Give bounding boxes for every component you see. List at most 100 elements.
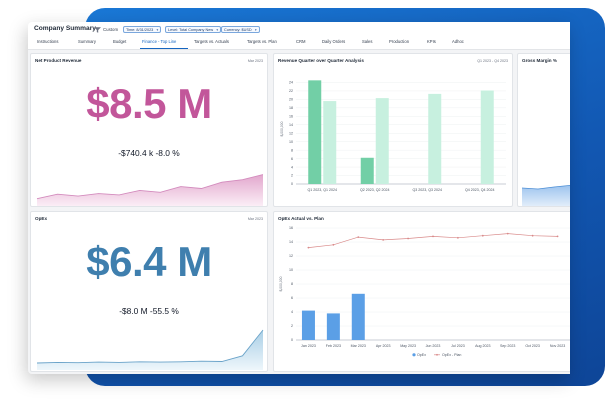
y-tick-label: 16 [289,115,293,119]
opex-plan-card: OpEx Actual vs. Plan 0 2 4 6 8 10 12 14 16 $,000,… [273,211,570,372]
x-tick-label: Feb 2023 [326,344,341,348]
y-tick-label: 2 [291,174,293,178]
plan-point [307,246,310,249]
tab-finance-top-line[interactable]: Finance - Top Line [142,39,177,44]
opex-value: $6.4 M [86,238,212,285]
y-tick-label: 18 [289,106,293,110]
x-tick-label: Aug 2023 [475,344,490,348]
revenue-card-title: Net Product Revenue [35,58,82,63]
bar [480,90,494,184]
bar [301,310,315,340]
filter-icon[interactable] [94,27,101,33]
time-filter[interactable]: Time: 8/31/2023 ▾ [123,25,162,33]
plan-point [432,235,434,238]
currency-filter[interactable]: Currency: $USD ▾ [221,25,260,33]
plan-point [531,234,534,237]
y-tick-label: 10 [289,140,293,144]
x-tick-label: Jul 2023 [451,344,465,348]
y-axis-label: $,000,000 [280,121,284,136]
level-filter[interactable]: Level: Total Company New ▾ [165,25,222,33]
y-tick-label: 2 [291,324,293,328]
y-tick-label: 12 [289,254,293,258]
tab-daily-orders[interactable]: Daily Orders [322,39,346,44]
opex-card: OpEx Mar 2023 $6.4 M -$8.0 M -55.5 % [30,211,268,372]
opex-card-title: OpEx [35,216,47,221]
y-tick-label: 14 [289,123,293,127]
x-tick-label: Mar 2023 [351,344,366,348]
y-tick-label: 22 [289,89,293,93]
tab-targets-vs-actuals[interactable]: Targets vs. Actuals [194,39,229,44]
gross-margin-card: Gross Margin % [517,53,570,207]
x-tick-label: Q4 2023, Q4 2024 [465,188,495,192]
legend-marker-plan [436,353,438,356]
tab-sales[interactable]: Sales [362,39,373,44]
qoq-card: Revenue Quarter over Quarter Analysis Q1… [273,53,513,207]
x-tick-label: Q1 2023, Q1 2024 [307,188,337,192]
currency-filter-label: Currency: $USD [224,27,252,32]
x-tick-label: May 2023 [400,344,416,348]
tab-adhoc[interactable]: Adhoc [452,39,464,44]
bar [351,293,365,340]
x-tick-label: Oct 2023 [525,344,540,348]
plan-point [457,236,459,239]
y-tick-label: 4 [291,310,293,314]
gross-margin-sparkline [521,184,570,206]
tab-kpis[interactable]: KPIs [427,39,436,44]
y-tick-label: 20 [289,98,293,102]
tab-production[interactable]: Production [389,39,410,44]
revenue-delta: -$740.4 k -8.0 % [118,148,180,158]
y-tick-label: 4 [291,165,293,169]
header: Company Summary Custom Time: 8/31/2023 ▾ … [28,22,570,50]
revenue-card: Net Product Revenue Mar 2023 $8.5 M -$74… [30,53,268,207]
bar [375,98,389,184]
x-tick-label: Q3 2023, Q3 2024 [412,188,442,192]
y-tick-label: 8 [291,282,293,286]
tab-summary[interactable]: Summary [78,39,96,44]
qoq-card-title: Revenue Quarter over Quarter Analysis [278,58,364,63]
bar [323,101,337,184]
x-tick-label: Q2 2023, Q2 2024 [360,188,390,192]
app-window: Company Summary Custom Time: 8/31/2023 ▾ … [28,22,570,374]
sparkline-area [37,330,263,370]
plan-point [506,232,509,235]
opex-plan-card-title: OpEx Actual vs. Plan [278,216,324,221]
plan-point [481,234,484,237]
opex-delta: -$8.0 M -55.5 % [119,306,179,316]
sparkline-line [36,329,264,364]
x-tick-label: Apr 2023 [376,344,391,348]
sparkline-area [37,174,263,206]
revenue-card-date: Mar 2023 [247,58,263,63]
tab-crm[interactable]: CRM [296,39,306,44]
filter-label[interactable]: Custom [103,27,119,32]
tab-instructions[interactable]: Instructions [37,39,59,44]
y-tick-label: 10 [289,268,293,272]
y-tick-label: 0 [291,182,293,186]
level-filter-label: Level: Total Company New [168,27,214,32]
legend-label-plan: OpEx - Plan [442,353,461,357]
x-tick-label: Nov 2023 [550,344,565,348]
x-tick-label: Jun 2023 [426,344,441,348]
plan-point [357,236,360,238]
legend-swatch-opex [412,353,416,357]
bar [326,313,340,340]
plan-point [382,239,385,241]
chevron-down-icon: ▾ [254,27,257,32]
x-tick-label: Sep 2023 [500,344,515,348]
y-axis-label: $,000,000 [279,276,283,291]
y-tick-label: 12 [289,131,293,135]
tab-targets-vs-plan[interactable]: Targets vs. Plan [247,39,277,44]
y-tick-label: 14 [289,240,293,244]
revenue-value: $8.5 M [86,80,212,127]
revenue-sparkline [36,174,264,206]
chevron-down-icon: ▾ [216,27,219,32]
bar [360,157,374,184]
tab-budget[interactable]: Budget [113,39,127,44]
opex-sparkline [36,329,264,370]
plan-point [332,243,335,246]
plan-point [407,237,409,240]
tab-bar: Instructions Summary Budget Finance - To… [28,37,570,49]
page-title: Company Summary [34,25,96,32]
bar [428,93,442,184]
